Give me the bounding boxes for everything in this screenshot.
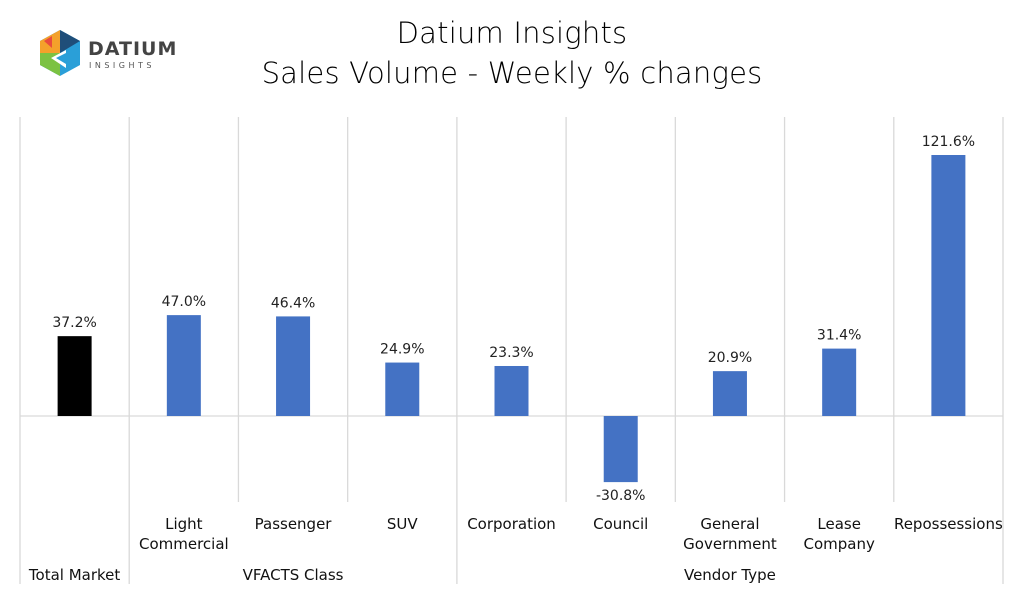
bar-suv: [385, 362, 420, 416]
bar-lease-company: [822, 348, 857, 416]
category-label: SUV: [387, 515, 419, 533]
category-label: Council: [593, 515, 648, 533]
bar-total-market: [57, 336, 92, 416]
chart-subtitle: Sales Volume - Weekly % changes: [261, 56, 763, 90]
data-label: 37.2%: [52, 315, 96, 331]
group-label: Vendor Type: [684, 566, 776, 584]
data-label: 24.9%: [380, 342, 424, 358]
chart-title: Datium Insights: [396, 16, 628, 50]
logo-name: DATIUM: [88, 38, 177, 60]
bar-light-commercial: [166, 315, 201, 416]
category-label: Corporation: [467, 515, 556, 533]
category-label: Commercial: [139, 535, 229, 553]
category-label: Lease: [817, 515, 861, 533]
logo-tagline: INSIGHTS: [89, 61, 155, 70]
data-label: -30.8%: [596, 488, 646, 504]
datium-logo: DATIUM INSIGHTS: [38, 28, 178, 84]
data-label: 46.4%: [271, 295, 315, 311]
group-label: VFACTS Class: [243, 566, 344, 584]
category-label: General: [700, 515, 759, 533]
data-label: 23.3%: [489, 345, 533, 361]
category-label: Light: [165, 515, 203, 533]
bar-passenger: [276, 316, 311, 416]
data-label: 47.0%: [162, 294, 206, 310]
bar-general-government: [712, 371, 747, 416]
category-label: Government: [683, 535, 777, 553]
data-label: 20.9%: [708, 350, 752, 366]
category-label: Total Market: [28, 566, 120, 584]
bar-repossessions: [931, 155, 966, 416]
data-label: 121.6%: [922, 134, 975, 150]
category-label: Company: [803, 535, 874, 553]
data-label: 31.4%: [817, 328, 861, 344]
bar-council: [603, 416, 638, 483]
category-label: Repossessions: [894, 515, 1003, 533]
bar-corporation: [494, 365, 529, 416]
category-label: Passenger: [255, 515, 333, 533]
